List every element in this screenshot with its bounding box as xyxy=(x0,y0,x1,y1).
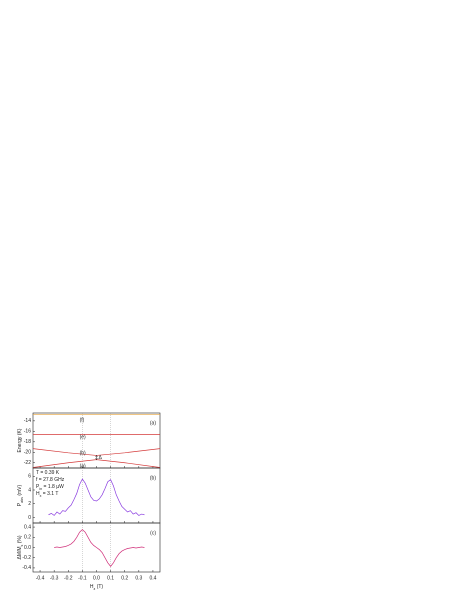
text-part: = 3.1 T xyxy=(41,491,58,497)
level-label: (a) xyxy=(80,463,86,469)
text-part: P xyxy=(36,484,40,490)
y-tick-label: -20 xyxy=(24,450,31,456)
y-tick-label: 0 xyxy=(28,515,31,521)
y-tick-label: 0.2 xyxy=(24,535,31,541)
y-tick-label: 0.0 xyxy=(24,545,31,551)
text-part: (%) xyxy=(17,535,23,545)
text-part: ΔM/M xyxy=(17,546,23,559)
y-tick-label: 0.4 xyxy=(24,524,31,530)
x-tick-label: 0.3 xyxy=(135,575,142,581)
y-axis-label: Energy (K) xyxy=(17,428,23,452)
panel-label: (b) xyxy=(150,475,156,481)
gap-arrowhead xyxy=(95,454,98,461)
text-part: f = 27.8 GHz xyxy=(36,477,65,483)
y-tick-label: 2 xyxy=(28,501,31,507)
panel-label: (c) xyxy=(150,530,156,536)
y-tick-label: -22 xyxy=(24,460,31,466)
text-part: x xyxy=(40,494,42,498)
note: Hx = 3.1 T xyxy=(36,491,58,498)
y-axis-label: Pabs (mV) xyxy=(17,484,24,506)
text-part: s xyxy=(20,544,24,546)
y-tick-label: 4 xyxy=(28,487,31,493)
y-tick-label: -0.2 xyxy=(22,555,31,561)
x-tick-label: 0.4 xyxy=(149,575,156,581)
y-axis-label: ΔM/Ms (%) xyxy=(17,535,24,559)
level-label: (e) xyxy=(80,434,86,440)
x-axis-label: Hz (T) xyxy=(90,584,104,591)
note: T = 0.39 K xyxy=(36,470,60,476)
x-tick-label: -0.2 xyxy=(64,575,73,581)
text-part: z xyxy=(94,587,96,591)
note: Pin = 1.8 µW xyxy=(36,484,64,491)
x-tick-label: 0.0 xyxy=(93,575,100,581)
y-tick-label: -0.4 xyxy=(22,565,31,571)
panel-label: (a) xyxy=(150,420,156,426)
x-tick-label: -0.3 xyxy=(50,575,59,581)
text-part: Energy (K) xyxy=(17,428,23,452)
gap-label: Δ xyxy=(99,455,103,461)
note: f = 27.8 GHz xyxy=(36,477,65,483)
text-part: H xyxy=(90,584,94,590)
data-line xyxy=(54,529,145,567)
text-part: (mV) xyxy=(17,484,23,497)
y-tick-label: 6 xyxy=(28,474,31,480)
level-label: (f) xyxy=(80,417,85,423)
y-tick-label: -14 xyxy=(24,418,31,424)
text-part: T = 0.39 K xyxy=(36,470,60,476)
text-part: H xyxy=(36,491,40,497)
y-tick-label: -16 xyxy=(24,429,31,435)
level-label: (b) xyxy=(80,450,86,456)
y-tick-label: -18 xyxy=(24,439,31,445)
x-tick-label: 0.2 xyxy=(121,575,128,581)
x-tick-label: -0.1 xyxy=(78,575,87,581)
data-line xyxy=(48,478,145,516)
text-part: in xyxy=(39,487,42,491)
x-tick-label: -0.4 xyxy=(36,575,45,581)
x-tick-label: 0.1 xyxy=(107,575,114,581)
text-part: abs xyxy=(20,497,24,503)
text-part: = 1.8 µW xyxy=(42,484,64,490)
data-line xyxy=(32,448,161,456)
text-part: P xyxy=(17,502,23,506)
text-part: (T) xyxy=(95,584,103,590)
